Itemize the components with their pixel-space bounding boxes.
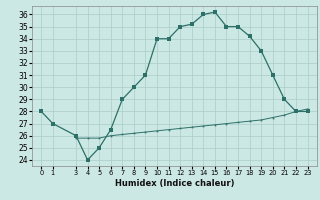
X-axis label: Humidex (Indice chaleur): Humidex (Indice chaleur) <box>115 179 234 188</box>
